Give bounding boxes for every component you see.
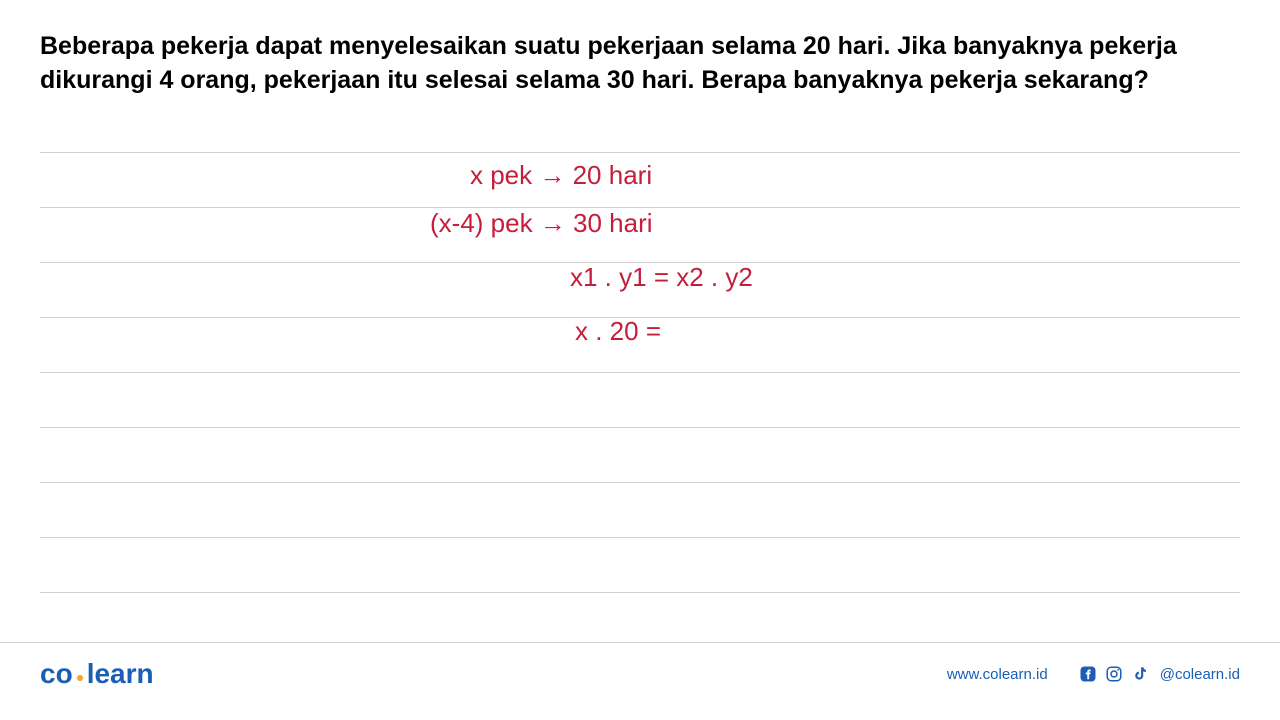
handwriting-line-3: x1 . y1 = x2 . y2 bbox=[570, 262, 753, 293]
logo-learn: learn bbox=[87, 658, 154, 690]
handwriting-line-4: x . 20 = bbox=[575, 316, 661, 347]
footer-right: www.colearn.id @colearn.id bbox=[947, 664, 1240, 684]
footer: co learn www.colearn.id @colearn.id bbox=[0, 642, 1280, 690]
ruled-line bbox=[40, 372, 1240, 373]
ruled-line bbox=[40, 152, 1240, 153]
social-icons: @colearn.id bbox=[1078, 664, 1240, 684]
logo-co: co bbox=[40, 658, 73, 690]
ruled-line bbox=[40, 592, 1240, 593]
facebook-icon bbox=[1078, 664, 1098, 684]
lined-area: x pek → 20 hari (x-4) pek → 30 hari x1 .… bbox=[40, 152, 1240, 593]
logo-dot bbox=[77, 675, 83, 681]
question-text: Beberapa pekerja dapat menyelesaikan sua… bbox=[40, 30, 1240, 98]
website-url: www.colearn.id bbox=[947, 666, 1048, 683]
content-area: Beberapa pekerja dapat menyelesaikan sua… bbox=[0, 0, 1280, 593]
social-handle: @colearn.id bbox=[1160, 666, 1240, 683]
handwriting-line-2: (x-4) pek → 30 hari bbox=[430, 208, 653, 239]
ruled-line bbox=[40, 537, 1240, 538]
tiktok-icon bbox=[1130, 664, 1150, 684]
ruled-line bbox=[40, 427, 1240, 428]
handwriting-line-1: x pek → 20 hari bbox=[470, 160, 652, 191]
instagram-icon bbox=[1104, 664, 1124, 684]
ruled-line bbox=[40, 482, 1240, 483]
logo: co learn bbox=[40, 658, 154, 690]
